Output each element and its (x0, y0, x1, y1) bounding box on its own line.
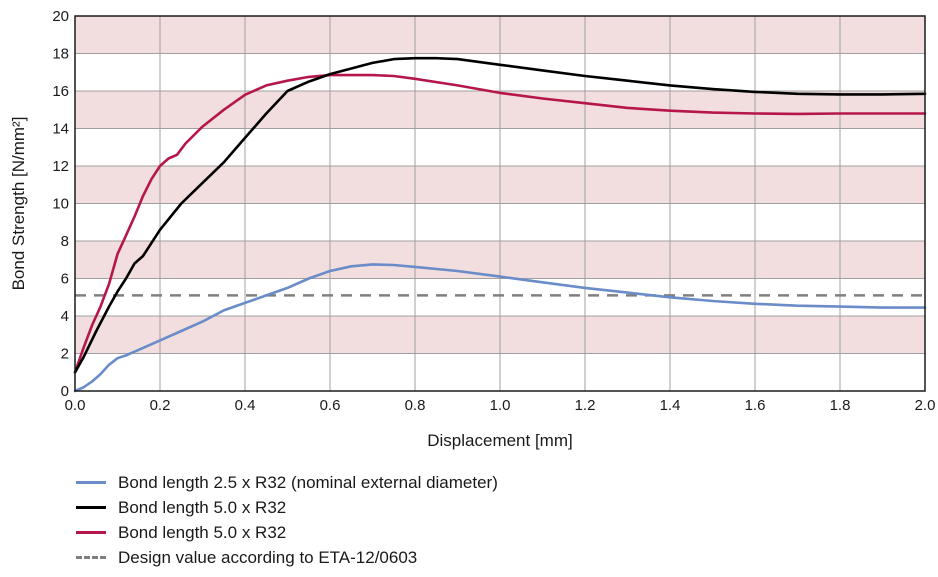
legend-label: Design value according to ETA-12/0603 (118, 547, 418, 567)
y-tick-labels: 0 2 4 6 8 10 12 14 16 18 20 (52, 8, 69, 400)
x-tick-labels: 0.0 0.2 0.4 0.6 0.8 1.0 1.2 1.4 1.6 1.8 2.0 (65, 397, 936, 414)
legend-item: Bond length 5.0 x R32 (76, 495, 498, 520)
x-tick-label: 1.0 (490, 397, 511, 414)
legend-label: Bond length 2.5 x R32 (nominal external … (118, 472, 498, 492)
legend-swatch-blue (76, 481, 106, 484)
x-tick-label: 0.6 (320, 397, 341, 414)
y-tick-label: 8 (61, 233, 69, 250)
x-tick-label: 1.8 (830, 397, 851, 414)
legend-swatch-dashed (76, 556, 106, 559)
series-line-2-5xR32 (73, 263, 927, 393)
series-line-5-0xR32-crimson (73, 73, 927, 374)
y-tick-label: 18 (52, 46, 69, 63)
series-line-5-0xR32-black (73, 56, 927, 374)
y-tick-label: 6 (61, 271, 69, 288)
series-lines (73, 56, 927, 393)
plot-frame (74, 15, 926, 392)
y-axis-label: Bond Strength [N/mm²] (9, 117, 28, 291)
x-tick-label: 1.4 (660, 397, 681, 414)
legend-swatch-crimson (76, 531, 106, 534)
y-tick-label: 0 (61, 383, 69, 400)
x-tick-label: 0.8 (405, 397, 426, 414)
x-tick-label: 2.0 (915, 397, 936, 414)
legend-label: Bond length 5.0 x R32 (118, 497, 287, 517)
x-tick-label: 0.4 (235, 397, 256, 414)
bond-strength-chart: 0.0 0.2 0.4 0.6 0.8 1.0 1.2 1.4 1.6 1.8 2.0 0 2 4 6 8 1… (9, 8, 936, 450)
grid-lines (75, 16, 925, 391)
legend-item: Design value according to ETA-12/0603 (76, 545, 498, 570)
legend-swatch-black (76, 506, 106, 509)
x-axis-label: Displacement [mm] (427, 431, 572, 450)
x-tick-label: 1.2 (575, 397, 596, 414)
legend-item: Bond length 5.0 x R32 (76, 520, 498, 545)
y-tick-label: 14 (52, 121, 69, 138)
y-tick-label: 4 (61, 308, 69, 325)
y-tick-label: 20 (52, 8, 69, 25)
y-tick-label: 10 (52, 196, 69, 213)
legend: Bond length 2.5 x R32 (nominal external … (76, 470, 498, 570)
y-tick-label: 2 (61, 346, 69, 363)
y-tick-label: 16 (52, 83, 69, 100)
legend-label: Bond length 5.0 x R32 (118, 522, 287, 542)
legend-item: Bond length 2.5 x R32 (nominal external … (76, 470, 498, 495)
x-tick-label: 1.6 (745, 397, 766, 414)
x-tick-label: 0.2 (150, 397, 171, 414)
x-tick-label: 0.0 (65, 397, 86, 414)
y-tick-label: 12 (52, 158, 69, 175)
